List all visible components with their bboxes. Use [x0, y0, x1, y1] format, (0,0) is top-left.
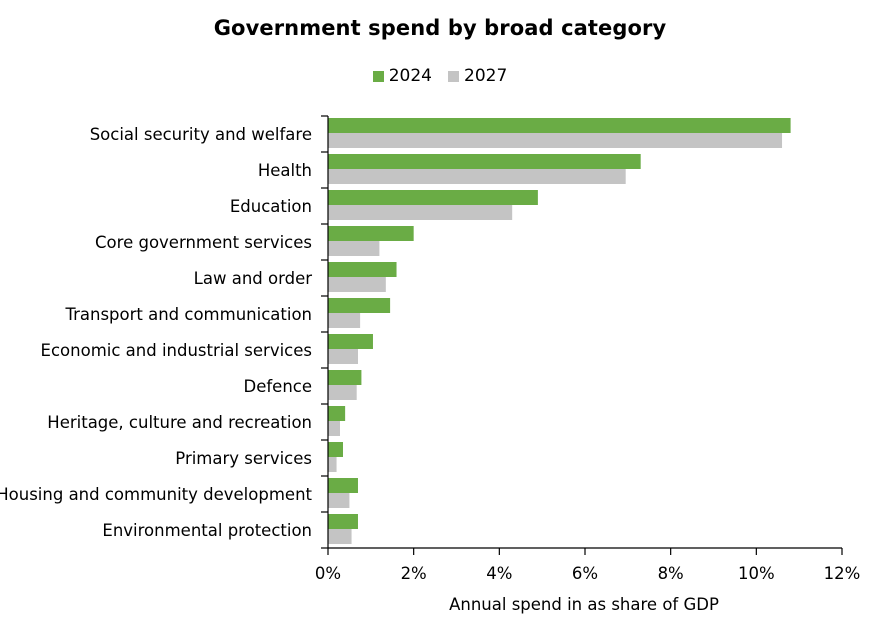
legend-item-2027: 2027 — [448, 66, 507, 86]
bar-2027-9 — [328, 457, 337, 472]
bar-2027-11 — [328, 529, 352, 544]
bar-2024-4 — [328, 262, 397, 277]
bar-2024-10 — [328, 478, 358, 493]
legend-item-2024: 2024 — [372, 66, 432, 86]
category-label: Health — [258, 161, 312, 180]
category-label: Core government services — [95, 233, 312, 252]
bar-2027-1 — [328, 169, 626, 184]
category-label: Economic and industrial services — [41, 341, 312, 360]
x-tick-label: 10% — [738, 564, 775, 583]
bar-2024-3 — [328, 226, 414, 241]
bar-2027-5 — [328, 313, 361, 328]
bar-2027-4 — [328, 277, 386, 292]
chart-title: Government spend by broad category — [213, 16, 667, 40]
category-label: Social security and welfare — [90, 125, 312, 144]
x-axis-title: Annual spend in as share of GDP — [449, 595, 719, 614]
bar-2024-8 — [328, 406, 346, 421]
bar-2024-11 — [328, 514, 358, 529]
category-label: Education — [230, 197, 312, 216]
bar-2024-1 — [328, 154, 641, 169]
bar-2027-6 — [328, 349, 358, 364]
category-label: Defence — [244, 377, 313, 396]
bar-2024-0 — [328, 118, 791, 133]
x-tick-label: 2% — [401, 564, 427, 583]
x-tick-label: 6% — [572, 564, 598, 583]
bar-2027-3 — [328, 241, 380, 256]
legend: 2024 2027 — [0, 66, 880, 86]
category-label: Heritage, culture and recreation — [47, 413, 312, 432]
legend-swatch-2027 — [448, 70, 459, 82]
category-label: Housing and community development — [0, 485, 313, 504]
bar-2024-6 — [328, 334, 373, 349]
bar-2027-8 — [328, 421, 340, 436]
bar-2024-5 — [328, 298, 391, 313]
legend-label-2024: 2024 — [388, 66, 432, 86]
bar-2027-10 — [328, 493, 350, 508]
bar-2027-0 — [328, 133, 783, 148]
bar-2024-7 — [328, 370, 362, 385]
legend-swatch-2024 — [372, 70, 384, 82]
category-label: Transport and communication — [64, 305, 312, 324]
category-label: Primary services — [175, 449, 312, 468]
x-tick-label: 8% — [658, 564, 684, 583]
bar-2027-7 — [328, 385, 357, 400]
x-tick-label: 0% — [315, 564, 341, 583]
category-label: Environmental protection — [102, 521, 312, 540]
category-label: Law and order — [194, 269, 313, 288]
x-tick-label: 4% — [486, 564, 512, 583]
bar-2024-2 — [328, 190, 538, 205]
bar-2027-2 — [328, 205, 513, 220]
legend-label-2027: 2027 — [464, 66, 508, 86]
x-tick-label: 12% — [824, 564, 861, 583]
bar-2024-9 — [328, 442, 343, 457]
